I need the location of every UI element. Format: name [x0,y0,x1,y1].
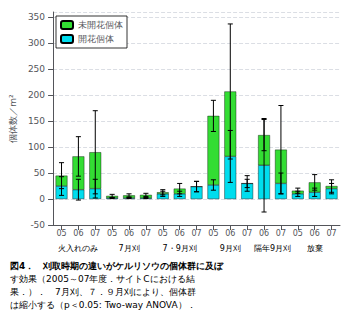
svg-text:250: 250 [28,64,45,74]
svg-text:100: 100 [28,142,45,152]
svg-text:0: 0 [39,194,45,204]
svg-text:06: 06 [259,229,269,238]
svg-text:7月刈: 7月刈 [118,244,139,253]
svg-text:開花個体: 開花個体 [78,34,114,44]
svg-text:150: 150 [28,116,45,126]
svg-text:は縮小する（p＜0.05: Two-way ANOVA）．: は縮小する（p＜0.05: Two-way ANOVA）． [10,300,196,310]
svg-text:9月刈: 9月刈 [220,244,241,253]
svg-text:06: 06 [73,229,83,238]
svg-text:06: 06 [225,229,235,238]
svg-text:す効果（2005～07年度．サイトCにおける結: す効果（2005～07年度．サイトCにおける結 [10,274,195,284]
svg-text:未開花個体: 未開花個体 [78,20,123,30]
svg-text:-50: -50 [30,220,45,230]
svg-text:隔年9月刈: 隔年9月刈 [254,244,291,253]
svg-text:火入れのみ: 火入れのみ [58,244,98,253]
svg-text:300: 300 [28,38,45,48]
svg-text:05: 05 [56,229,66,238]
svg-text:放棄: 放棄 [307,244,323,253]
svg-text:図4． 刈取時期の違いがケルリソウの個体群に及ぼ: 図4． 刈取時期の違いがケルリソウの個体群に及ぼ [10,261,224,271]
svg-text:350: 350 [28,12,45,22]
svg-text:果．）． 7月刈、７．９月刈により、個体群: 果．）． 7月刈、７．９月刈により、個体群 [10,287,196,297]
svg-text:07: 07 [242,229,252,238]
svg-text:06: 06 [175,229,185,238]
svg-text:07: 07 [141,229,151,238]
svg-text:05: 05 [107,229,117,238]
svg-text:06: 06 [310,229,320,238]
svg-text:個体数／m²: 個体数／m² [8,94,18,143]
svg-text:05: 05 [158,229,168,238]
svg-text:7・9月刈: 7・9月刈 [163,244,197,253]
svg-text:200: 200 [28,90,45,100]
svg-text:07: 07 [90,229,100,238]
svg-text:07: 07 [276,229,286,238]
svg-text:05: 05 [293,229,303,238]
svg-text:07: 07 [326,229,336,238]
svg-text:05: 05 [208,229,218,238]
svg-text:50: 50 [34,168,46,178]
svg-text:06: 06 [124,229,134,238]
svg-text:07: 07 [191,229,201,238]
